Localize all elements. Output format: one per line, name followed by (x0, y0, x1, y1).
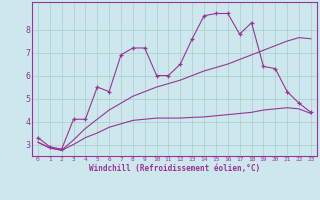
X-axis label: Windchill (Refroidissement éolien,°C): Windchill (Refroidissement éolien,°C) (89, 164, 260, 173)
